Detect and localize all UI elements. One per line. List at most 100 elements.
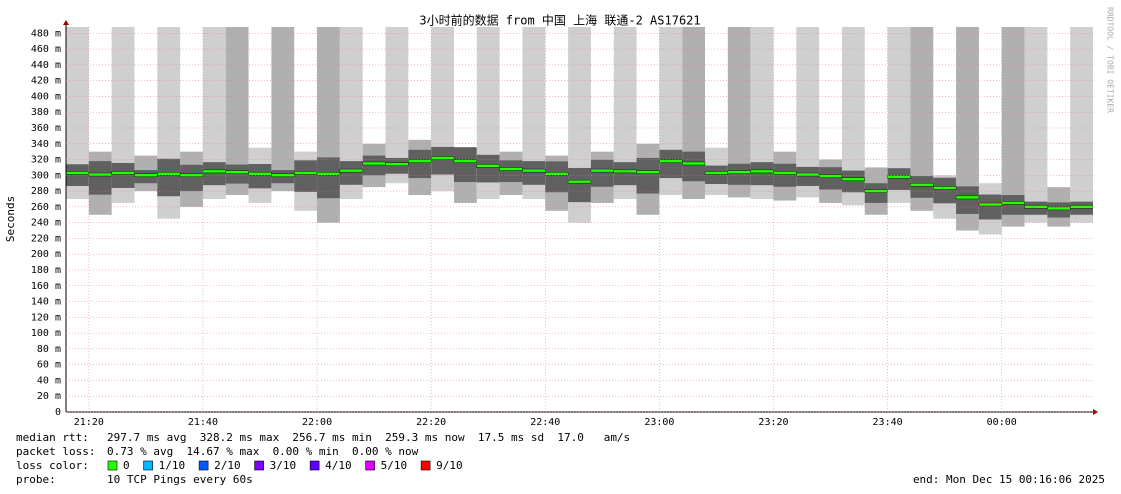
end-time: end: Mon Dec 15 00:16:06 2025: [913, 473, 1105, 486]
x-tick-label: 00:00: [987, 417, 1017, 428]
x-tick-label: 23:40: [873, 417, 903, 428]
smoke: [887, 27, 911, 203]
chart-title: 3小时前的数据 from 中国 上海 联通-2 AS17621: [419, 13, 700, 28]
y-tick-label: 380 m: [31, 107, 61, 118]
x-tick-label: 22:40: [530, 417, 560, 428]
smoke-core: [659, 149, 683, 179]
legend-swatch: [107, 460, 118, 471]
median: [408, 159, 432, 163]
smoke: [339, 27, 363, 199]
stat-text: 297.7 ms avg 328.2 ms max 256.7 ms min 2…: [107, 431, 630, 444]
smoke-core: [1001, 195, 1025, 215]
smoke-core: [499, 160, 523, 183]
smoke-core: [773, 163, 797, 187]
legend-label: 3/10: [270, 459, 297, 472]
smoke-core: [545, 161, 569, 193]
median: [727, 170, 751, 174]
median: [202, 169, 226, 174]
smoke-core: [157, 158, 181, 197]
legend-swatch: [143, 460, 153, 471]
median: [66, 171, 90, 175]
median: [385, 162, 409, 166]
median: [659, 159, 683, 163]
median: [522, 168, 546, 173]
median: [111, 171, 135, 175]
median: [88, 172, 112, 177]
y-tick-label: 240 m: [31, 218, 61, 229]
median: [704, 171, 729, 175]
median: [933, 186, 957, 190]
smoke-core: [362, 155, 386, 176]
y-tick-label: 280 m: [31, 186, 61, 197]
smoke: [111, 27, 135, 203]
smoke: [271, 27, 295, 192]
smoke-core: [956, 186, 979, 214]
smoke-core: [476, 154, 500, 183]
probe-label: probe:: [16, 473, 56, 486]
y-tick-label: 0: [55, 407, 61, 418]
median: [682, 161, 706, 166]
smoke: [727, 27, 751, 198]
median: [294, 171, 318, 175]
legend-label: 5/10: [381, 459, 408, 472]
smoke: [202, 27, 226, 199]
y-tick-label: 160 m: [31, 281, 61, 292]
smoke-core: [248, 164, 272, 189]
median: [750, 169, 774, 174]
median: [545, 172, 569, 176]
legend-label: 0: [123, 459, 130, 472]
stat-label: packet loss:: [16, 445, 95, 458]
x-tick-label: 22:20: [416, 417, 446, 428]
smoke-core: [88, 161, 112, 195]
smoke-core: [682, 151, 706, 182]
y-arrow: [63, 20, 69, 25]
y-tick-label: 20 m: [37, 391, 61, 402]
smoke-core: [727, 163, 751, 185]
median: [636, 170, 660, 174]
median: [430, 156, 455, 160]
median: [362, 161, 386, 166]
x-tick-label: 23:20: [758, 417, 788, 428]
smoke: [750, 27, 774, 199]
y-tick-label: 400 m: [31, 91, 61, 102]
y-tick-label: 40 m: [37, 375, 61, 386]
smoke: [225, 27, 249, 196]
smoke: [910, 27, 934, 211]
legend-swatch: [309, 460, 320, 471]
y-tick-label: 440 m: [31, 60, 61, 71]
watermark: RRDTOOL / TOBI OETIKER: [1106, 7, 1115, 113]
stat-label: median rtt:: [16, 431, 89, 444]
smoke-core: [568, 167, 591, 203]
plot-area: [66, 27, 1093, 235]
median: [499, 167, 523, 171]
x-arrow: [1093, 409, 1098, 415]
smoke: [522, 27, 546, 199]
smoke-core: [613, 162, 637, 186]
smoke: [66, 27, 89, 199]
smoke-core: [636, 157, 660, 194]
legend-label: 1/10: [159, 459, 186, 472]
y-tick-label: 360 m: [31, 123, 61, 134]
legend-swatch: [420, 460, 431, 471]
smoke-core: [864, 183, 888, 203]
y-tick-label: 100 m: [31, 328, 61, 339]
legend-label: 2/10: [214, 459, 241, 472]
smoke-core: [590, 159, 614, 187]
median: [225, 170, 249, 174]
y-tick-label: 420 m: [31, 76, 61, 87]
smoke-core: [887, 168, 911, 190]
smoke: [1070, 27, 1093, 223]
y-tick-label: 340 m: [31, 139, 61, 150]
median: [910, 183, 934, 187]
median: [796, 172, 820, 177]
smoke-core: [225, 164, 249, 184]
legend-swatch: [198, 460, 209, 471]
legend-label: 4/10: [325, 459, 352, 472]
probe: 10 TCP Pings every 60s: [107, 473, 253, 486]
median: [1001, 201, 1025, 205]
median: [339, 168, 363, 173]
smoke-core: [317, 157, 340, 199]
y-tick-label: 480 m: [31, 28, 61, 39]
median: [613, 169, 637, 174]
